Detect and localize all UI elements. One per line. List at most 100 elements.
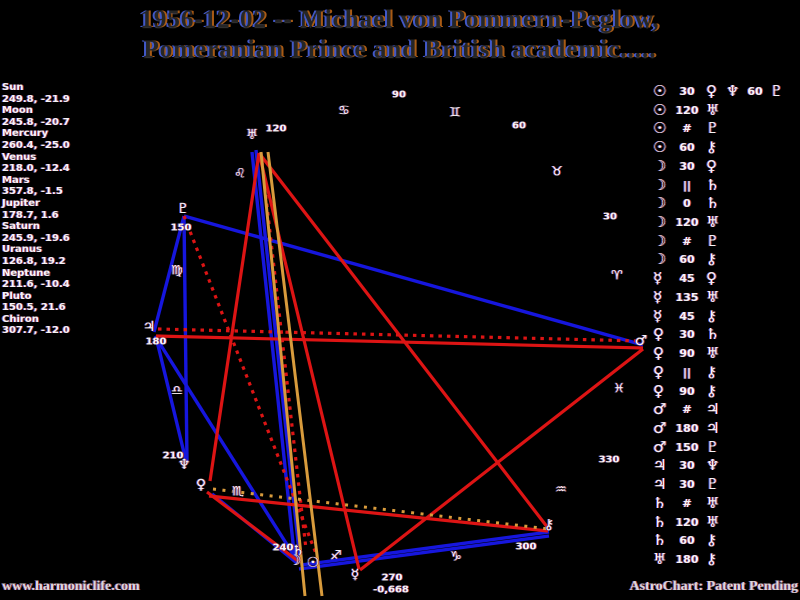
planet-name: Mercury <box>2 128 49 140</box>
zodiac-aries-icon: ♈ <box>611 268 623 284</box>
aspect-row: ♃ 30 ♆ <box>653 457 783 475</box>
aspect-row: ☽ # ♇ <box>653 233 783 251</box>
aspect-line-sun-chiron <box>298 534 550 571</box>
planet1-icon: ♀ <box>653 381 664 400</box>
aspect-angle: 60 <box>679 141 695 155</box>
aspect-angle: # <box>682 234 692 248</box>
aspect-angle: 120 <box>675 103 699 117</box>
planet-coords: 260.4, -25.0 <box>2 139 70 151</box>
planet2-icon: ♀ <box>706 82 717 100</box>
planet1-icon: ♀ <box>653 362 664 381</box>
planet2-icon: ♃ <box>706 418 720 437</box>
planet-coords: 357.8, -1.5 <box>2 186 63 198</box>
aspect-angle: # <box>682 496 692 510</box>
planet1-icon: ♂ <box>653 418 667 437</box>
planet2-icon: ♇ <box>706 437 720 456</box>
planet-coords: 245.8, -20.7 <box>2 116 70 128</box>
aspect-line-venus-saturn <box>206 490 299 563</box>
planet1-icon: ♂ <box>653 437 667 456</box>
planet-name: Saturn <box>2 221 40 233</box>
zodiac-capricorn-icon: ♑ <box>450 549 462 565</box>
aspect-row: ☽ 60 ⚷ <box>653 251 783 269</box>
aspect-row: ♀ 30 ♄ <box>653 326 783 344</box>
aspect-line-mars-jupiter-par <box>157 327 642 343</box>
aspect-angle: 30 <box>679 478 695 492</box>
planet2-icon: ⚷ <box>706 138 717 157</box>
planet1-icon: ☿ <box>653 306 663 325</box>
degree-label-150: 150 <box>170 222 192 234</box>
pluto-icon: ♇ <box>770 82 784 100</box>
chart-jupiter-icon: ♃ <box>142 319 156 335</box>
zodiac-sagittarius-icon: ♐ <box>330 548 342 564</box>
planet-coords: 211.6, -10.4 <box>2 279 70 291</box>
planet2-icon: ♅ <box>706 493 720 512</box>
planet2-icon: ♅ <box>706 512 720 531</box>
planet1-icon: ☉ <box>653 138 667 157</box>
planet1-icon: ☿ <box>653 269 663 288</box>
aspect-row: ♂ # ♃ <box>653 401 783 419</box>
planet1-icon: ☿ <box>653 287 663 306</box>
chart-value-label: -0,668 <box>373 584 409 596</box>
planet1-icon: ♃ <box>653 475 667 494</box>
aspect-line-moon-chiron <box>300 530 550 567</box>
aspect-angle: 90 <box>679 384 695 398</box>
chart-moon-icon: ☽ <box>288 553 302 569</box>
degree-label-330: 330 <box>598 454 620 466</box>
aspect-row: ☿ 135 ♅ <box>653 289 783 307</box>
zodiac-cancer-icon: ♋ <box>338 103 350 119</box>
aspect-row: ♀ 90 ♅ <box>653 345 783 363</box>
planet2-icon: ♅ <box>706 287 720 306</box>
planet-name: Mars <box>2 174 30 186</box>
planet1-icon: ♄ <box>653 531 667 550</box>
aspect-angle: 180 <box>675 553 699 566</box>
planet1-icon: ☽ <box>653 156 667 175</box>
aspect-row: ☽ || ♄ <box>653 177 783 195</box>
planet1-icon: ♃ <box>653 456 667 475</box>
chart-saturn-icon: ♄ <box>291 543 305 559</box>
aspect-angle: 30 <box>679 85 695 98</box>
aspect-row: ♀ || ⚷ <box>653 364 783 382</box>
aspect-line-jupiter-cluster <box>153 335 300 563</box>
aspect-angle: 120 <box>675 216 699 230</box>
aspect-angle: || <box>682 178 692 192</box>
zodiac-scorpio-icon: ♏ <box>232 484 244 500</box>
planet-name: Pluto <box>2 290 32 302</box>
zodiac-libra-icon: ♎ <box>171 383 183 399</box>
aspect-line-pluto-neptune <box>182 215 189 463</box>
chart-pluto-icon: ♇ <box>176 201 190 217</box>
planet-name: Uranus <box>2 244 42 256</box>
aspect-angle: 180 <box>675 421 699 435</box>
planet2-icon: ⚷ <box>706 381 717 400</box>
zodiac-virgo-icon: ♍ <box>171 263 183 279</box>
aspect-angle: 30 <box>679 328 695 342</box>
planet1-icon: ♀ <box>653 325 664 344</box>
aspect-row: ♃ 30 ♇ <box>653 476 783 494</box>
degree-label-270: 270 <box>381 572 403 584</box>
aspect-line-pluto-mars <box>183 214 644 347</box>
page-title-line2: Pomeranian Prince and British academic..… <box>143 36 657 63</box>
planet-name: Moon <box>2 105 33 117</box>
planet-coords: 245.9, -19.6 <box>2 232 70 244</box>
neptune-icon: ♆ <box>726 82 740 100</box>
planet2-icon: ♄ <box>706 325 720 344</box>
aspect-angle: # <box>682 403 692 417</box>
aspect-angle: # <box>682 122 692 136</box>
aspect-angle: 45 <box>679 309 695 323</box>
planet1-icon: ☽ <box>653 213 667 232</box>
aspect-row: ♂ 180 ♃ <box>653 420 783 438</box>
aspect-angle: 60 <box>679 253 695 267</box>
aspect-angle: 90 <box>679 347 695 361</box>
aspect-row: ☉ 60 ⚷ <box>653 139 783 157</box>
planet2-icon: ⚷ <box>706 362 717 381</box>
zodiac-leo-icon: ♌ <box>234 166 246 182</box>
patent-notice: AstroChart: Patent Pending <box>629 579 798 594</box>
planet-coords: 218.0, -12.4 <box>2 163 70 175</box>
degree-label-30: 30 <box>603 211 617 223</box>
planet-coords: 150.5, 21.6 <box>2 302 66 314</box>
aspect-row: ♄ 60 ⚷ <box>653 532 783 550</box>
chart-mars-icon: ♂ <box>634 333 648 349</box>
planet2-icon: ♇ <box>706 119 720 138</box>
planet2-icon: ♅ <box>706 344 720 363</box>
